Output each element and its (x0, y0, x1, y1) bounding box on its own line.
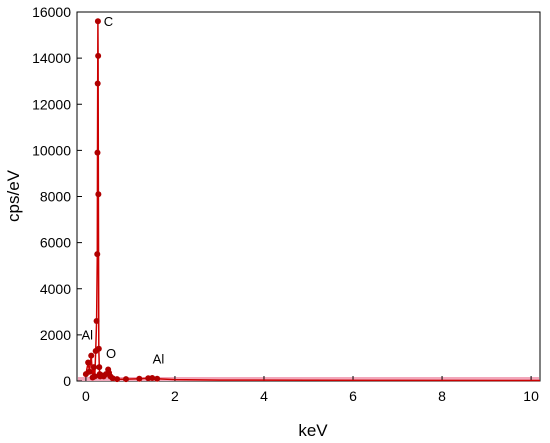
data-point (93, 318, 100, 325)
data-point (91, 373, 98, 380)
y-tick-label-6: 12000 (32, 96, 71, 112)
x-tick-label-1: 2 (171, 388, 179, 404)
x-tick-label-5: 10 (523, 388, 539, 404)
data-point (109, 375, 116, 382)
y-tick-label-7: 14000 (32, 50, 71, 66)
data-point (94, 149, 101, 156)
plot-area (76, 11, 541, 382)
data-point (94, 80, 101, 87)
x-tick-label-3: 6 (349, 388, 357, 404)
data-point (94, 18, 101, 25)
x-tick-label-0: 0 (82, 388, 90, 404)
peak-label-3: Al (153, 352, 165, 367)
y-tick-label-5: 10000 (32, 142, 71, 158)
data-point (154, 375, 161, 382)
y-tick-label-2: 4000 (40, 281, 71, 297)
peak-label-2: O (106, 346, 116, 361)
peak-label-1: Al (81, 327, 93, 342)
x-axis: 0 2 4 6 8 10 (82, 376, 539, 404)
data-point (136, 375, 143, 382)
data-point (94, 251, 101, 258)
data-point (96, 364, 103, 371)
data-point (90, 364, 97, 371)
x-tick-label-2: 4 (260, 388, 268, 404)
y-axis: 0 2000 4000 6000 8000 10000 12000 14000 16000 (32, 4, 82, 389)
y-axis-title: cps/eV (4, 169, 23, 222)
x-tick-label-4: 8 (438, 388, 446, 404)
data-point (95, 191, 102, 198)
data-point (95, 52, 102, 59)
y-tick-label-0: 0 (63, 373, 71, 389)
data-point (149, 375, 156, 382)
y-tick-label-4: 8000 (40, 189, 71, 205)
peak-annotations: C Al O Al (81, 14, 164, 367)
data-point (88, 352, 95, 359)
y-tick-label-1: 2000 (40, 327, 71, 343)
y-tick-label-3: 6000 (40, 235, 71, 251)
data-point (114, 376, 121, 383)
series-group (82, 18, 541, 383)
data-point (95, 345, 102, 352)
x-axis-title: keV (298, 421, 328, 440)
peak-label-0: C (104, 14, 113, 29)
y-tick-label-8: 16000 (32, 4, 71, 20)
data-point (122, 376, 129, 383)
data-point (85, 359, 92, 366)
data-point (86, 368, 93, 375)
